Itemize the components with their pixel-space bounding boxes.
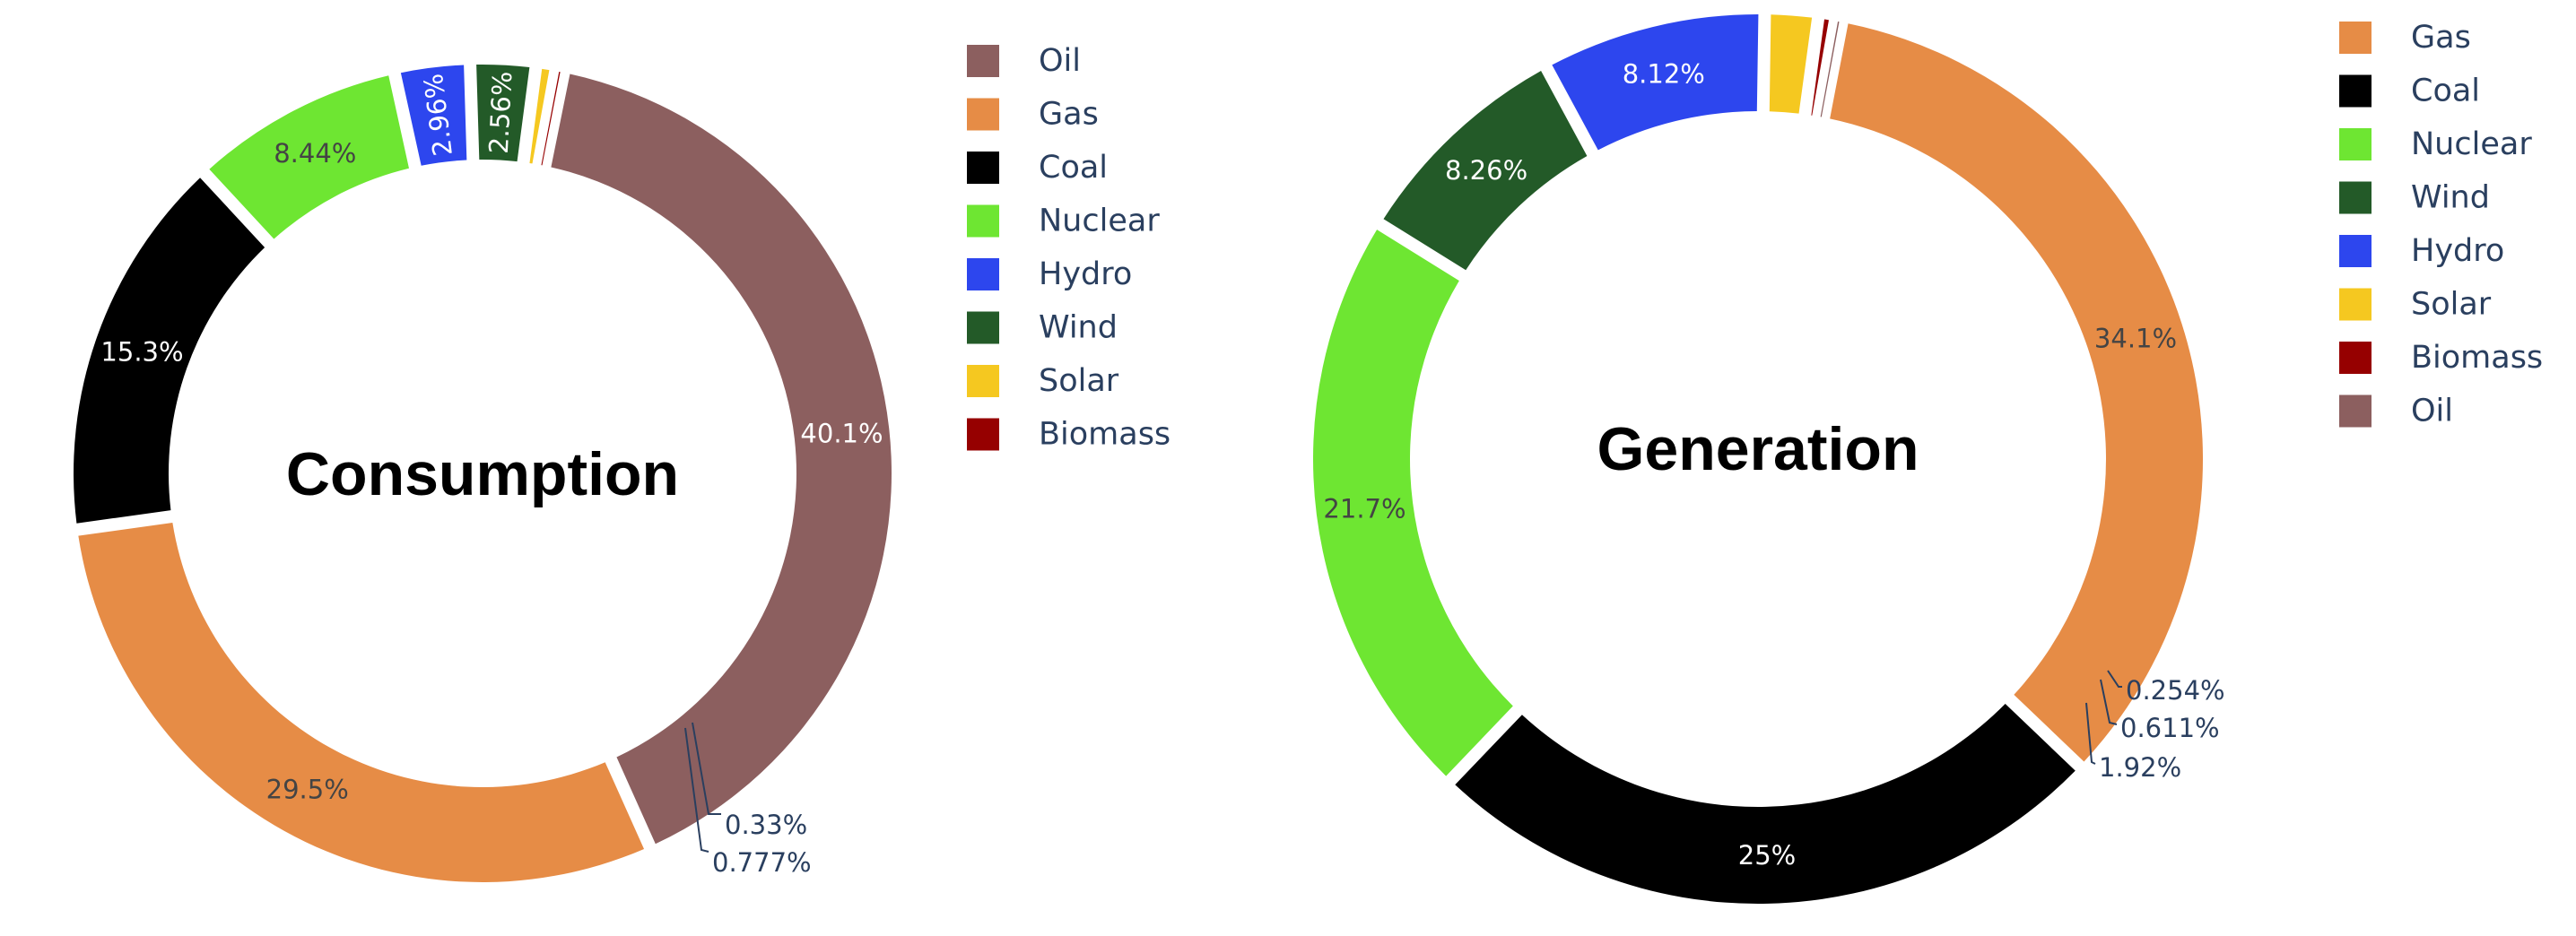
generation-legend-label-biomass: Biomass bbox=[2411, 340, 2543, 376]
consumption-slice-gas[interactable] bbox=[78, 523, 645, 883]
consumption-legend-label-biomass: Biomass bbox=[1039, 417, 1171, 453]
generation-slice-nuclear[interactable] bbox=[1313, 230, 1513, 776]
consumption-legend-swatch-nuclear bbox=[967, 204, 999, 238]
generation-label-oil: 0.254% bbox=[2126, 675, 2225, 706]
consumption-legend-item-solar[interactable]: Solar bbox=[967, 363, 1119, 399]
consumption-slices bbox=[74, 64, 892, 883]
generation-legend-label-nuclear: Nuclear bbox=[2411, 126, 2532, 162]
consumption-legend-swatch-gas bbox=[967, 98, 999, 131]
consumption-legend-item-coal[interactable]: Coal bbox=[967, 150, 1108, 186]
generation-label-coal: 25% bbox=[1738, 840, 1796, 871]
consumption-chart: 40.1%29.5%15.3%8.44% 2.96% 2.56%0.33%0.777… bbox=[74, 43, 1171, 883]
consumption-legend-label-hydro: Hydro bbox=[1039, 256, 1132, 292]
generation-label-biomass: 0.611% bbox=[2120, 713, 2220, 743]
consumption-legend-swatch-coal bbox=[967, 152, 999, 184]
consumption-slice-hydro[interactable] bbox=[400, 65, 467, 166]
consumption-legend-item-wind[interactable]: Wind bbox=[967, 310, 1118, 346]
generation-legend-item-solar[interactable]: Solar bbox=[2339, 287, 2492, 323]
consumption-legend-swatch-wind bbox=[967, 311, 999, 344]
generation-slice-biomass[interactable] bbox=[1811, 19, 1829, 116]
consumption-legend-label-wind: Wind bbox=[1039, 310, 1118, 346]
generation-legend-label-wind: Wind bbox=[2411, 180, 2490, 216]
generation-legend-label-hydro: Hydro bbox=[2411, 233, 2504, 269]
consumption-slice-biomass[interactable] bbox=[541, 72, 561, 166]
generation-legend-label-solar: Solar bbox=[2411, 287, 2492, 323]
generation-legend-swatch-gas bbox=[2339, 22, 2371, 54]
generation-legend-swatch-oil bbox=[2339, 394, 2371, 428]
consumption-label-biomass: 0.33% bbox=[725, 810, 807, 840]
consumption-slice-oil[interactable] bbox=[551, 74, 892, 845]
generation-slice-coal[interactable] bbox=[1455, 704, 2076, 905]
generation-legend-item-biomass[interactable]: Biomass bbox=[2339, 340, 2543, 376]
consumption-leader-solar bbox=[684, 727, 709, 853]
generation-center-title: Generation bbox=[1597, 415, 1919, 483]
generation-leader-solar bbox=[2085, 702, 2096, 765]
generation-slice-wind[interactable] bbox=[1383, 71, 1588, 271]
generation-slices bbox=[1313, 13, 2203, 905]
consumption-legend-label-oil: Oil bbox=[1039, 43, 1081, 79]
generation-legend-label-coal: Coal bbox=[2411, 74, 2480, 109]
generation-legend-label-oil: Oil bbox=[2411, 394, 2453, 429]
consumption-legend-swatch-biomass bbox=[967, 418, 999, 451]
consumption-legend-item-gas[interactable]: Gas bbox=[967, 97, 1099, 133]
consumption-label-nuclear: 8.44% bbox=[274, 138, 356, 169]
generation-legend-item-coal[interactable]: Coal bbox=[2339, 74, 2480, 109]
consumption-legend-swatch-solar bbox=[967, 365, 999, 397]
generation-leader-oil bbox=[2107, 670, 2122, 688]
generation-legend-item-hydro[interactable]: Hydro bbox=[2339, 233, 2504, 269]
consumption-label-oil: 40.1% bbox=[800, 419, 883, 449]
consumption-legend-swatch-oil bbox=[967, 45, 999, 77]
generation-slice-solar[interactable] bbox=[1769, 14, 1813, 114]
generation-legend-item-oil[interactable]: Oil bbox=[2339, 394, 2453, 429]
consumption-slice-solar[interactable] bbox=[529, 68, 550, 164]
consumption-legend-item-biomass[interactable]: Biomass bbox=[967, 417, 1171, 453]
generation-legend-swatch-biomass bbox=[2339, 342, 2371, 374]
consumption-slice-coal[interactable] bbox=[74, 178, 265, 524]
generation-slice-gas[interactable] bbox=[1830, 23, 2203, 762]
consumption-legend-label-nuclear: Nuclear bbox=[1039, 204, 1160, 239]
generation-slice-hydro[interactable] bbox=[1552, 13, 1759, 151]
generation-label-wind: 8.26% bbox=[1445, 155, 1527, 186]
generation-legend-item-nuclear[interactable]: Nuclear bbox=[2339, 126, 2532, 162]
generation-chart: 34.1% 25% 21.7% 8.26% 8.12% 0.254% 0.611% 1.92%… bbox=[1313, 13, 2543, 905]
consumption-label-wind: 2.56% bbox=[483, 71, 518, 155]
consumption-legend-swatch-hydro bbox=[967, 258, 999, 290]
generation-legend-swatch-hydro bbox=[2339, 235, 2371, 267]
consumption-slice-wind[interactable] bbox=[476, 64, 530, 162]
generation-slice-labels: 34.1% 25% 21.7% 8.26% 8.12% 0.254% 0.611% 1.92% bbox=[1323, 59, 2224, 871]
consumption-label-coal: 15.3% bbox=[100, 337, 183, 368]
consumption-label-gas: 29.5% bbox=[266, 775, 349, 805]
consumption-legend[interactable]: Oil Gas Coal Nuclear Hydro Wind Solar Biomass bbox=[967, 43, 1171, 453]
generation-legend-item-gas[interactable]: Gas bbox=[2339, 20, 2471, 56]
generation-slice-oil[interactable] bbox=[1820, 22, 1840, 117]
consumption-legend-item-oil[interactable]: Oil bbox=[967, 43, 1081, 79]
consumption-legend-label-gas: Gas bbox=[1039, 97, 1099, 133]
generation-legend-label-gas: Gas bbox=[2411, 20, 2471, 56]
consumption-center-title: Consumption bbox=[286, 440, 679, 508]
generation-legend-item-wind[interactable]: Wind bbox=[2339, 180, 2490, 216]
consumption-legend-item-hydro[interactable]: Hydro bbox=[967, 256, 1132, 292]
generation-legend-swatch-wind bbox=[2339, 181, 2371, 214]
generation-legend-swatch-coal bbox=[2339, 74, 2371, 108]
consumption-legend-label-coal: Coal bbox=[1039, 150, 1108, 186]
generation-label-hydro: 8.12% bbox=[1623, 59, 1705, 90]
generation-legend-swatch-solar bbox=[2339, 288, 2371, 321]
consumption-legend-item-nuclear[interactable]: Nuclear bbox=[967, 204, 1160, 239]
generation-label-solar: 1.92% bbox=[2099, 752, 2181, 783]
consumption-leader-biomass bbox=[692, 722, 721, 815]
generation-label-gas: 34.1% bbox=[2094, 324, 2177, 354]
consumption-legend-label-solar: Solar bbox=[1039, 363, 1119, 399]
consumption-slice-labels: 40.1%29.5%15.3%8.44% 2.96% 2.56%0.33%0.777… bbox=[100, 71, 883, 878]
consumption-slice-nuclear[interactable] bbox=[209, 75, 409, 239]
generation-legend[interactable]: Gas Coal Nuclear Wind Hydro Solar Biomass Oil bbox=[2339, 20, 2543, 429]
generation-label-nuclear: 21.7% bbox=[1323, 493, 1405, 524]
consumption-label-solar: 0.777% bbox=[712, 847, 812, 878]
generation-leader-biomass bbox=[2100, 679, 2118, 725]
generation-legend-swatch-nuclear bbox=[2339, 128, 2371, 160]
